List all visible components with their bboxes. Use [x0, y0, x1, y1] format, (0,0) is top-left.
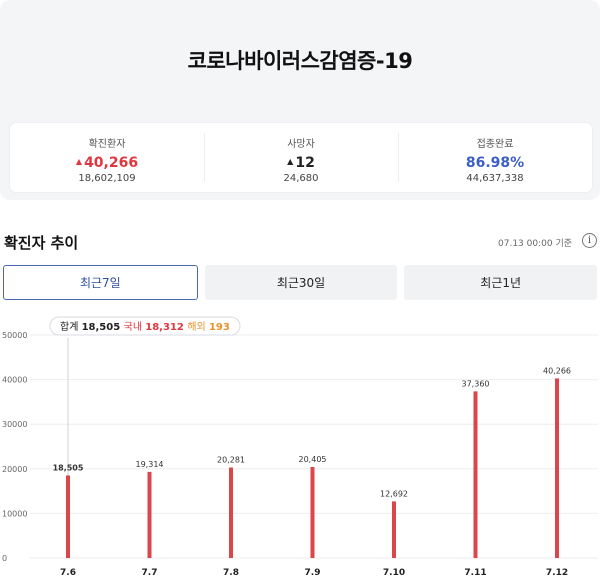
- y-tick-label: 0: [2, 554, 7, 563]
- bar: [310, 466, 315, 558]
- stat-value: ▲ 12: [204, 155, 398, 171]
- as-of-timestamp: 07.13 00:00 기준: [498, 239, 572, 249]
- stat-label: 확진환자: [88, 139, 126, 150]
- data-label: 12,692: [380, 489, 408, 498]
- stat-value-text: 86.98%: [465, 155, 525, 171]
- tooltip-segment: 193: [209, 322, 230, 333]
- tooltip-segment: 18,312: [145, 322, 187, 333]
- data-label: 20,405: [299, 455, 327, 464]
- section-title: 확진자 추이: [4, 234, 79, 252]
- tooltip-box: [49, 316, 241, 336]
- tab-recent-30-days[interactable]: 최근30일: [204, 265, 398, 300]
- data-label: 40,266: [543, 366, 571, 375]
- y-tick-label: 40000: [2, 376, 27, 385]
- stat-total: 24,680: [283, 173, 319, 184]
- tooltip-segment: 합계: [60, 321, 82, 333]
- data-label: 19,314: [136, 460, 164, 469]
- summary-panel: 코로나바이러스감염증-19 확진환자 ▲ 40,266 18,602,109 사망…: [0, 0, 600, 200]
- data-label: 37,360: [462, 379, 490, 388]
- data-label: 18,505: [53, 463, 84, 472]
- tooltip-segment: 18,505: [82, 322, 124, 333]
- page-title: 코로나바이러스감염증-19: [187, 49, 413, 73]
- stat-value: ▲ 40,266: [10, 155, 204, 171]
- tooltip-segment: 해외: [187, 320, 209, 333]
- stat-value: 86.98%: [398, 155, 592, 171]
- x-tick-label: 7.7: [142, 568, 158, 578]
- bar: [147, 471, 152, 558]
- x-tick-label: 7.10: [383, 568, 405, 578]
- confirmed-trend-chart: 0 10000 20000 30000 40000 50000 18,505 7.6 19,31…: [2, 316, 598, 578]
- x-tick-label: 7.6: [60, 568, 76, 578]
- stat-value-text: 40,266: [84, 155, 139, 171]
- x-tick-label: 7.12: [546, 568, 568, 578]
- stats-card: 확진환자 ▲ 40,266 18,602,109 사망자 ▲ 12 24,680 접…: [10, 123, 592, 192]
- tooltip-segment: 국내: [124, 321, 146, 333]
- y-tick-label: 50000: [2, 331, 27, 340]
- stat-value-text: 12: [295, 155, 315, 171]
- bar: [229, 467, 233, 558]
- x-tick-label: 7.9: [305, 568, 321, 578]
- stat-deaths: 사망자 ▲ 12 24,680: [204, 123, 398, 192]
- tooltip-text: 합계 18,505 국내 18,312 해외 193: [60, 320, 230, 333]
- x-tick-label: 7.11: [464, 568, 486, 578]
- tab-recent-7-days[interactable]: 최근7일: [3, 265, 198, 300]
- stat-total: 18,602,109: [78, 173, 136, 184]
- stat-total: 44,637,338: [466, 173, 524, 184]
- tab-recent-1-year[interactable]: 최근1년: [404, 265, 598, 300]
- data-label: 20,281: [217, 456, 245, 465]
- stat-confirmed: 확진환자 ▲ 40,266 18,602,109: [10, 123, 204, 192]
- info-icon[interactable]: i: [582, 233, 597, 248]
- y-tick-label: 10000: [2, 509, 27, 518]
- stat-label: 접종완료: [476, 139, 514, 150]
- y-tick-label: 30000: [2, 420, 27, 429]
- up-arrow-icon: ▲: [287, 157, 294, 166]
- stat-vaccinated: 접종완료 86.98% 44,637,338: [398, 123, 592, 192]
- bar: [392, 501, 396, 558]
- x-tick-label: 7.8: [223, 568, 239, 578]
- y-tick-label: 20000: [2, 465, 27, 474]
- bar: [555, 378, 559, 558]
- stat-label: 사망자: [287, 139, 315, 150]
- up-arrow-icon: ▲: [75, 157, 83, 166]
- bar: [473, 391, 478, 558]
- period-tabs: 최근7일 최근30일 최근1년: [3, 265, 598, 300]
- bar: [66, 475, 70, 558]
